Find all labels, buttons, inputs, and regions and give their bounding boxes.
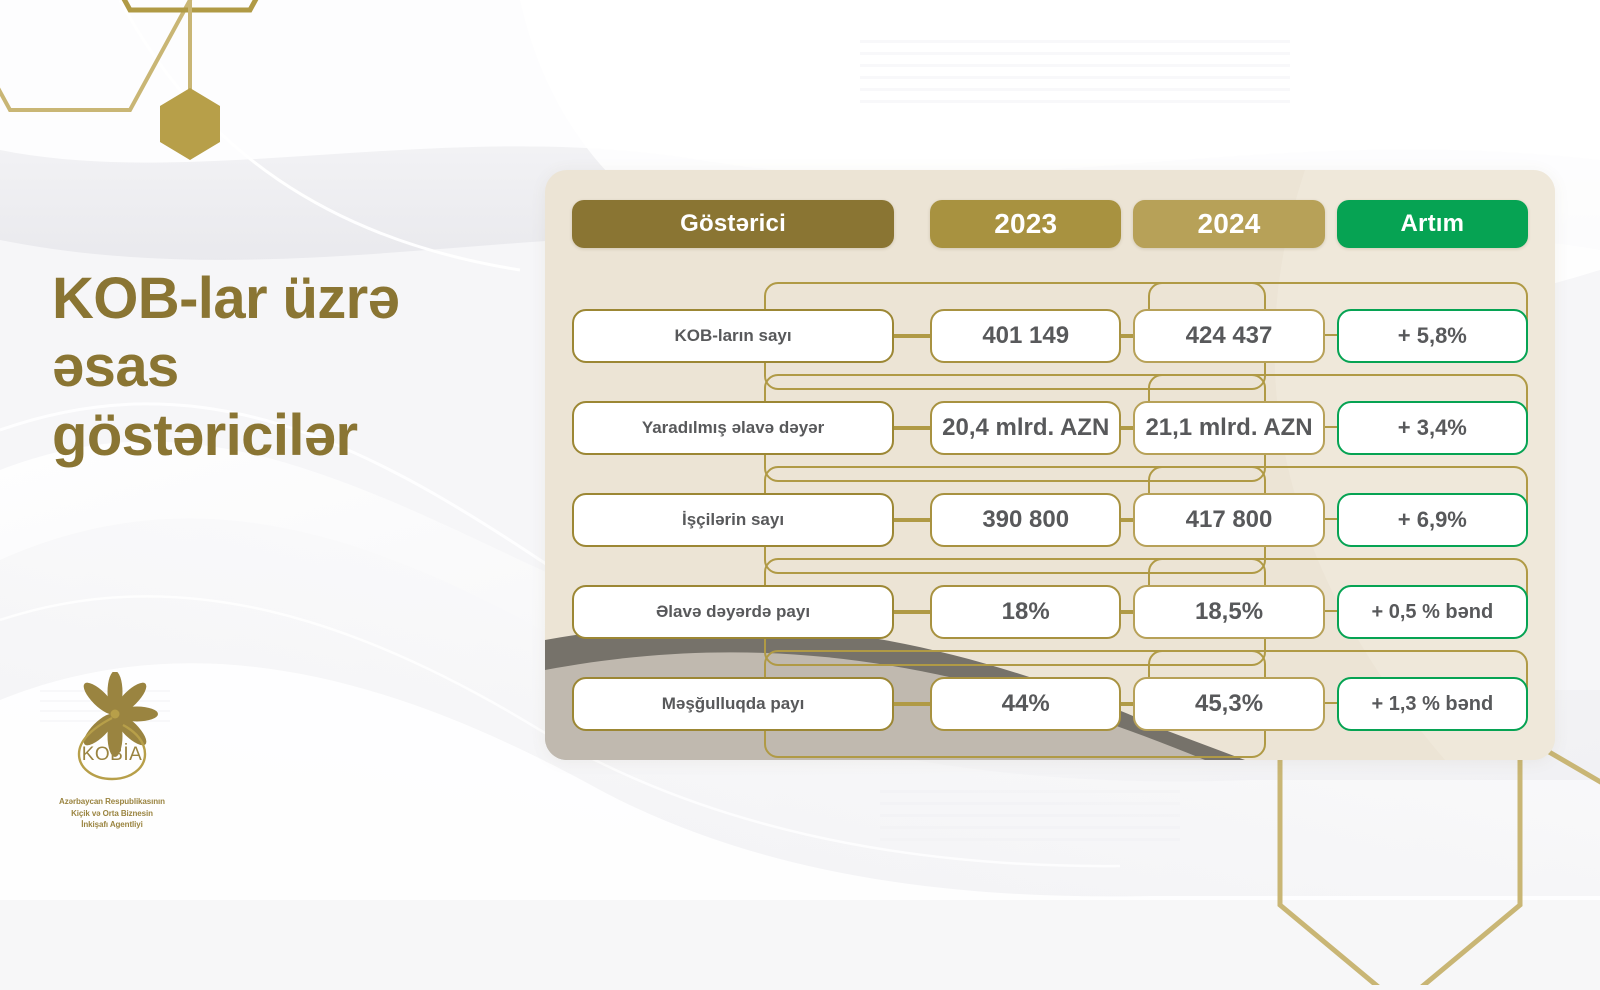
cell-value-2023: 18% <box>930 585 1122 639</box>
cell-value-2024: 18,5% <box>1133 585 1325 639</box>
table-row: KOB-ların sayı 401 149 424 437 + 5,8% <box>572 282 1528 390</box>
kobia-logo: KOBİA Azərbaycan Respublikasının Kiçik v… <box>42 672 182 831</box>
flower-icon: KOBİA <box>77 672 158 781</box>
cell-indicator: İşçilərin sayı <box>572 493 895 547</box>
indicators-panel: Göstərici 2023 2024 Artım KOB-ların sayı… <box>545 170 1555 760</box>
cell-value-2023: 401 149 <box>930 309 1122 363</box>
cell-indicator: Yaradılmış əlavə dəyər <box>572 401 895 455</box>
cell-growth: + 1,3 % bənd <box>1336 677 1528 731</box>
cell-value-2023: 44% <box>930 677 1122 731</box>
logo-tagline-line-3: İnkişafı Agentliyi <box>81 820 143 830</box>
logo-tagline-line-2: Kiçik və Orta Biznesin <box>71 808 153 818</box>
cell-value-2024: 21,1 mlrd. AZN <box>1133 401 1325 455</box>
header-year-2024: 2024 <box>1133 200 1325 248</box>
cell-value-2024: 424 437 <box>1133 309 1325 363</box>
left-column: KOB-lar üzrə əsas göstəricilər KOBİA <box>0 0 540 900</box>
page-title-line-3: göstəricilər <box>52 402 358 468</box>
table-row: İşçilərin sayı 390 800 417 800 + 6,9% <box>572 466 1528 574</box>
cell-value-2024: 417 800 <box>1133 493 1325 547</box>
logo-tagline: Azərbaycan Respublikasının Kiçik və Orta… <box>42 796 182 831</box>
page-title: KOB-lar üzrə əsas göstəricilər <box>52 265 522 470</box>
logo-wordmark: KOBİA <box>82 744 143 765</box>
cell-growth: + 5,8% <box>1336 309 1528 363</box>
header-year-2023: 2023 <box>930 200 1122 248</box>
header-growth: Artım <box>1336 200 1528 248</box>
cell-growth: + 0,5 % bənd <box>1336 585 1528 639</box>
table-row: Əlavə dəyərdə payı 18% 18,5% + 0,5 % bən… <box>572 558 1528 666</box>
cell-growth: + 3,4% <box>1336 401 1528 455</box>
cell-value-2023: 390 800 <box>930 493 1122 547</box>
table-row: Məşğulluqda payı 44% 45,3% + 1,3 % bənd <box>572 650 1528 758</box>
cell-value-2023: 20,4 mlrd. AZN <box>930 401 1122 455</box>
cell-indicator: Əlavə dəyərdə payı <box>572 585 895 639</box>
table-row: Yaradılmış əlavə dəyər 20,4 mlrd. AZN 21… <box>572 374 1528 482</box>
page-title-line-1: KOB-lar üzrə <box>52 266 400 331</box>
page-title-line-2: əsas <box>52 334 179 400</box>
cell-growth: + 6,9% <box>1336 493 1528 547</box>
cell-indicator: Məşğulluqda payı <box>572 677 895 731</box>
cell-indicator: KOB-ların sayı <box>572 309 895 363</box>
cell-value-2024: 45,3% <box>1133 677 1325 731</box>
table-body: KOB-ların sayı 401 149 424 437 + 5,8% Ya… <box>572 282 1528 758</box>
header-indicator: Göstərici <box>572 200 895 248</box>
logo-tagline-line-1: Azərbaycan Respublikasının <box>59 797 165 806</box>
table-header-row: Göstərici 2023 2024 Artım <box>572 200 1528 248</box>
